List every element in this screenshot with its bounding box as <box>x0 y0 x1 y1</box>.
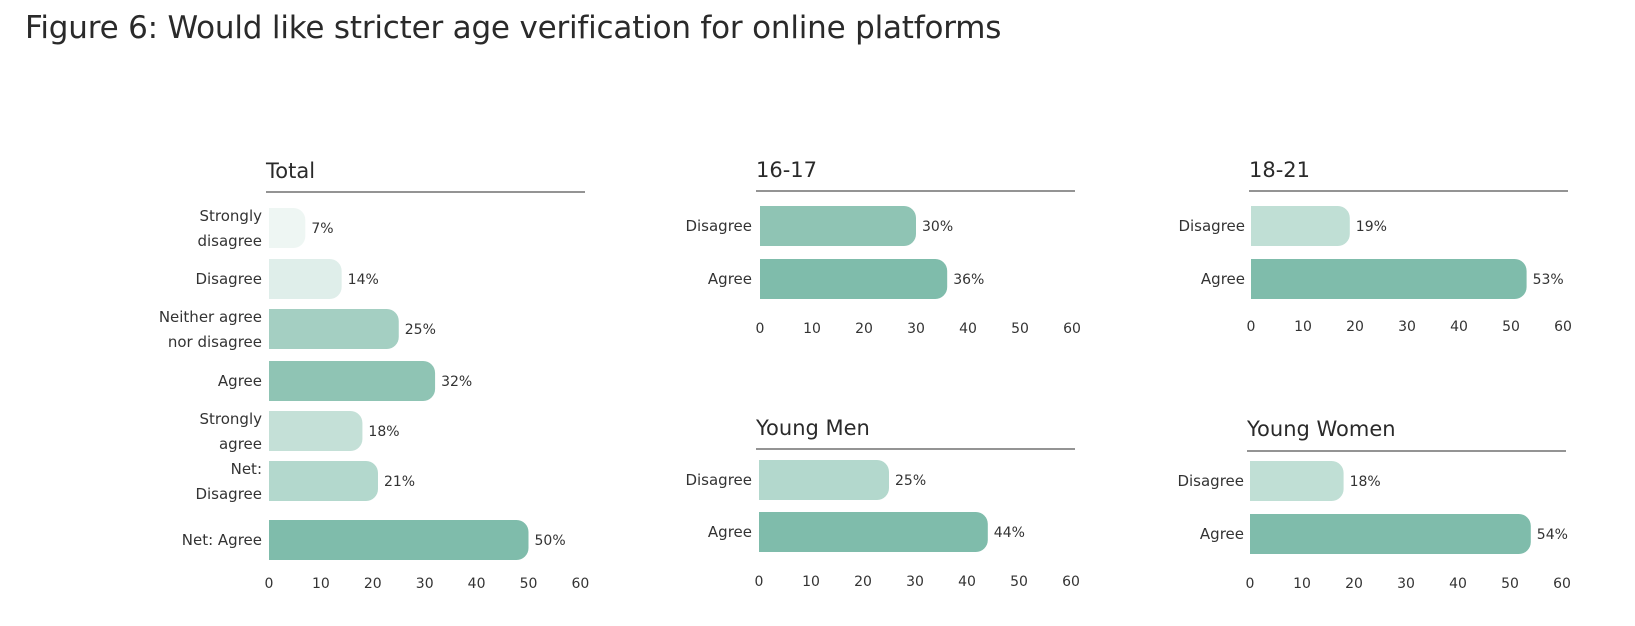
bar <box>269 259 342 299</box>
x-tick-label: 40 <box>958 574 976 590</box>
x-tick-label: 10 <box>802 574 820 590</box>
x-tick-label: 50 <box>1502 319 1520 335</box>
data-label: 53% <box>1533 272 1564 288</box>
x-tick-label: 0 <box>756 321 765 337</box>
category-label: Disagree <box>685 471 752 489</box>
category-label: Disagree <box>1178 217 1245 235</box>
x-tick-label: 60 <box>1554 319 1572 335</box>
data-label: 30% <box>922 219 953 235</box>
x-tick-label: 60 <box>1553 576 1571 592</box>
x-tick-label: 40 <box>1450 319 1468 335</box>
x-tick-label: 0 <box>755 574 764 590</box>
category-label: Strongly <box>200 410 263 428</box>
x-tick-label: 60 <box>1062 574 1080 590</box>
data-label: 50% <box>535 533 566 549</box>
chart-panel-0: Total 7% Strongly disagree 14% Disagree 25% Nei… <box>159 159 590 592</box>
category-label: Disagree <box>195 485 262 503</box>
bar <box>1251 206 1350 246</box>
category-label: Neither agree <box>159 308 262 326</box>
bar <box>1250 461 1344 501</box>
x-tick-label: 10 <box>1293 576 1311 592</box>
data-label: 14% <box>348 272 379 288</box>
category-label: Net: Agree <box>182 531 262 549</box>
x-tick-label: 10 <box>803 321 821 337</box>
bar <box>269 520 529 560</box>
bar <box>760 259 948 299</box>
x-tick-label: 0 <box>265 576 274 592</box>
panel-title: Young Men <box>755 416 870 440</box>
x-tick-label: 10 <box>1294 319 1312 335</box>
x-tick-label: 50 <box>520 576 538 592</box>
chart-panel-3: Young Men 25% Disagree 44% Agree 0 10 20 30 40 50 6… <box>685 416 1079 590</box>
bar <box>760 206 916 246</box>
data-label: 36% <box>953 272 984 288</box>
panel-title: Young Women <box>1246 417 1396 441</box>
bar <box>269 461 378 501</box>
data-label: 19% <box>1356 219 1387 235</box>
figure-title: Figure 6: Would like stricter age verifi… <box>25 10 1002 46</box>
chart-panel-2: 18-21 19% Disagree 53% Agree 0 10 20 30 40 50 60 <box>1178 158 1571 335</box>
x-tick-label: 40 <box>1449 576 1467 592</box>
x-tick-label: 20 <box>854 574 872 590</box>
bar <box>269 411 363 451</box>
category-label: agree <box>219 435 262 453</box>
category-label: Strongly <box>200 207 263 225</box>
x-tick-label: 50 <box>1501 576 1519 592</box>
data-label: 25% <box>405 322 436 338</box>
bar <box>269 361 436 401</box>
data-label: 18% <box>368 424 399 440</box>
category-label: Agree <box>708 270 752 288</box>
data-label: 54% <box>1537 527 1568 543</box>
data-label: 25% <box>895 473 926 489</box>
x-tick-label: 20 <box>364 576 382 592</box>
x-tick-label: 50 <box>1011 321 1029 337</box>
data-label: 18% <box>1350 474 1381 490</box>
data-label: 32% <box>441 374 472 390</box>
x-tick-label: 20 <box>1346 319 1364 335</box>
panel-title: 18-21 <box>1249 158 1310 182</box>
category-label: Disagree <box>195 270 262 288</box>
x-tick-label: 60 <box>1063 321 1081 337</box>
x-tick-label: 50 <box>1010 574 1028 590</box>
panel-title: 16-17 <box>756 158 817 182</box>
x-tick-label: 30 <box>1398 319 1416 335</box>
x-tick-label: 30 <box>416 576 434 592</box>
x-tick-label: 60 <box>571 576 589 592</box>
category-label: disagree <box>197 232 262 250</box>
category-label: Agree <box>708 523 752 541</box>
x-tick-label: 0 <box>1247 319 1256 335</box>
bar <box>759 512 988 552</box>
bar <box>1251 259 1527 299</box>
category-label: Agree <box>1201 270 1245 288</box>
bar <box>1250 514 1531 554</box>
x-tick-label: 30 <box>906 574 924 590</box>
x-tick-label: 40 <box>468 576 486 592</box>
panel-title: Total <box>265 159 315 183</box>
bar <box>759 460 889 500</box>
chart-panel-4: Young Women 18% Disagree 54% Agree 0 10 20 30 40 5… <box>1177 417 1570 592</box>
x-tick-label: 20 <box>855 321 873 337</box>
x-tick-label: 30 <box>1397 576 1415 592</box>
x-tick-label: 10 <box>312 576 330 592</box>
data-label: 7% <box>311 221 333 237</box>
x-tick-label: 20 <box>1345 576 1363 592</box>
category-label: Agree <box>1200 525 1244 543</box>
category-label: Disagree <box>685 217 752 235</box>
category-label: nor disagree <box>168 333 262 351</box>
x-tick-label: 0 <box>1246 576 1255 592</box>
x-tick-label: 40 <box>959 321 977 337</box>
data-label: 21% <box>384 474 415 490</box>
x-tick-label: 30 <box>907 321 925 337</box>
bar <box>269 208 306 248</box>
category-label: Net: <box>231 460 262 478</box>
data-label: 44% <box>994 525 1025 541</box>
category-label: Agree <box>218 372 262 390</box>
chart-panel-1: 16-17 30% Disagree 36% Agree 0 10 20 30 40 50 60 <box>685 158 1080 337</box>
bar <box>269 309 399 349</box>
category-label: Disagree <box>1177 472 1244 490</box>
